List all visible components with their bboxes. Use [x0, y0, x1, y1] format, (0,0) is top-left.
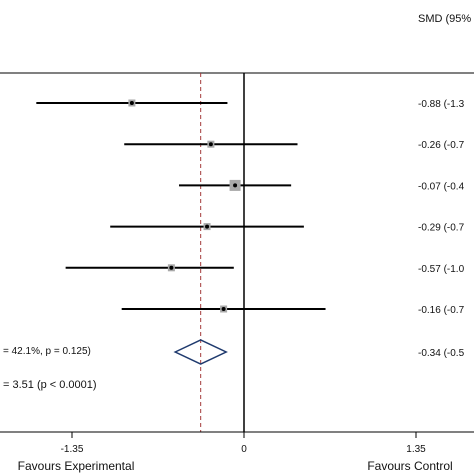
x-tick-label: 0: [241, 444, 247, 455]
header-smd-ci: SMD (95%: [418, 13, 471, 25]
overall-effect-text: = 3.51 (p < 0.0001): [3, 379, 97, 391]
study-effect-label: -0.26 (-0.7: [418, 140, 465, 151]
study-effect-label: -0.07 (-0.4: [418, 181, 465, 192]
x-tick-label: -1.35: [61, 444, 84, 455]
study-effect-label: -0.88 (-1.3: [418, 99, 465, 110]
study-point: [221, 307, 226, 311]
overall-diamond: [173, 339, 228, 365]
study-point: [205, 224, 210, 229]
study-point: [129, 101, 134, 105]
favours-experimental-label: Favours Experimental: [18, 459, 135, 473]
x-tick-label: 1.35: [406, 444, 426, 455]
study-effect-label: -0.57 (-1.0: [418, 264, 465, 275]
study-point: [208, 142, 213, 147]
heterogeneity-text: = 42.1%, p = 0.125): [3, 346, 91, 357]
study-point: [169, 265, 174, 270]
study-effect-label: -0.29 (-0.7: [418, 223, 465, 234]
favours-control-label: Favours Control: [367, 459, 452, 473]
study-effect-label: -0.16 (-0.7: [418, 305, 465, 316]
overall-effect-label: -0.34 (-0.5: [418, 348, 465, 359]
study-point: [233, 183, 238, 188]
